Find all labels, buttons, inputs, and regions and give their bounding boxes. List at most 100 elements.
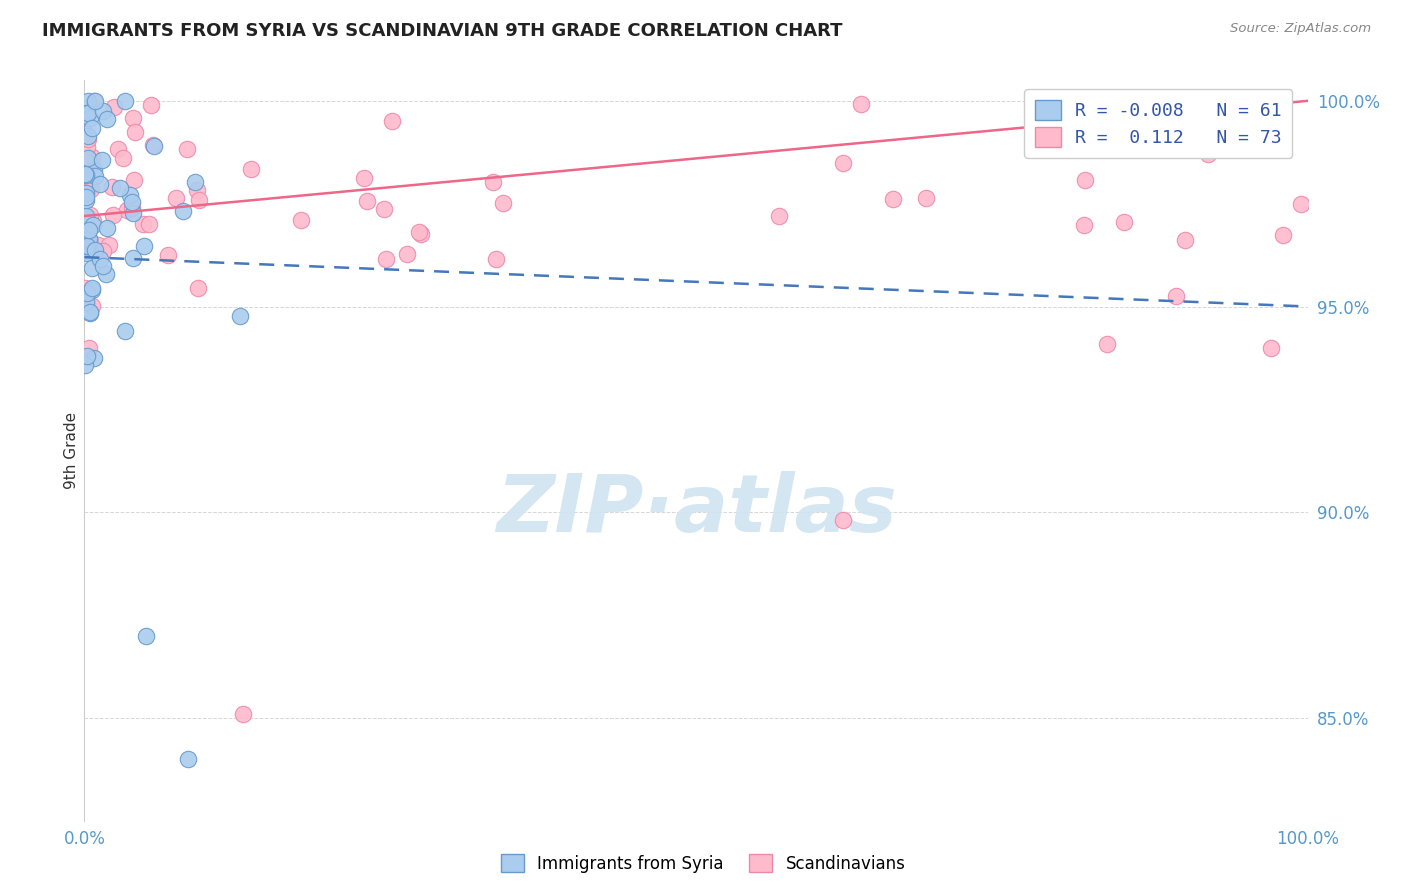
- Point: [76, 285, 98, 300]
- Point: [76, 168, 98, 182]
- Point: [1174, 233, 1197, 247]
- Point: [768, 209, 790, 223]
- Point: [831, 155, 853, 169]
- Text: IMMIGRANTS FROM SYRIA VS SCANDINAVIAN 9TH GRADE CORRELATION CHART: IMMIGRANTS FROM SYRIA VS SCANDINAVIAN 9T…: [42, 22, 842, 40]
- Point: [77, 128, 100, 143]
- Point: [77, 225, 100, 239]
- Point: [76, 238, 98, 252]
- Point: [111, 152, 134, 166]
- Point: [82, 214, 104, 228]
- Point: [77, 132, 100, 146]
- Point: [124, 125, 146, 139]
- Point: [77, 233, 100, 247]
- Point: [91, 260, 114, 274]
- Point: [76, 139, 98, 153]
- Point: [101, 208, 124, 222]
- Point: [187, 281, 209, 295]
- Point: [73, 167, 96, 181]
- Point: [142, 138, 165, 153]
- Point: [94, 267, 117, 281]
- Point: [915, 191, 938, 205]
- Point: [1291, 197, 1313, 211]
- Point: [79, 111, 101, 125]
- Point: [77, 94, 100, 108]
- Point: [1272, 227, 1295, 242]
- Point: [143, 139, 166, 153]
- Point: [183, 175, 205, 189]
- Point: [90, 153, 112, 167]
- Point: [75, 209, 97, 223]
- Point: [1097, 336, 1119, 351]
- Point: [411, 227, 433, 242]
- Point: [84, 243, 107, 257]
- Point: [76, 245, 98, 260]
- Point: [177, 752, 200, 766]
- Point: [75, 359, 97, 373]
- Point: [82, 218, 104, 232]
- Point: [76, 349, 98, 363]
- Point: [77, 181, 100, 195]
- Text: Source: ZipAtlas.com: Source: ZipAtlas.com: [1230, 22, 1371, 36]
- Point: [353, 171, 375, 186]
- Point: [849, 97, 872, 112]
- Point: [492, 195, 515, 210]
- Point: [79, 208, 101, 222]
- Point: [117, 202, 139, 217]
- Point: [122, 205, 145, 219]
- Point: [76, 226, 98, 240]
- Point: [1197, 147, 1219, 161]
- Point: [75, 189, 97, 203]
- Point: [79, 244, 101, 259]
- Point: [188, 194, 211, 208]
- Point: [100, 180, 122, 194]
- Point: [122, 111, 145, 125]
- Point: [77, 106, 100, 120]
- Point: [76, 168, 98, 182]
- Legend: R = -0.008   N = 61, R =  0.112   N = 73: R = -0.008 N = 61, R = 0.112 N = 73: [1025, 89, 1292, 158]
- Point: [114, 94, 136, 108]
- Point: [882, 192, 904, 206]
- Point: [135, 629, 157, 643]
- Point: [1236, 119, 1258, 133]
- Point: [118, 188, 141, 202]
- Point: [83, 94, 105, 108]
- Point: [121, 201, 143, 215]
- Point: [83, 162, 105, 177]
- Point: [356, 194, 378, 209]
- Point: [1073, 219, 1095, 233]
- Point: [79, 304, 101, 318]
- Point: [75, 295, 97, 310]
- Point: [1260, 341, 1282, 355]
- Point: [107, 142, 129, 156]
- Point: [87, 238, 110, 252]
- Point: [80, 121, 103, 136]
- Point: [75, 178, 97, 192]
- Point: [232, 706, 254, 721]
- Point: [80, 260, 103, 275]
- Point: [375, 252, 398, 267]
- Point: [229, 309, 252, 323]
- Point: [139, 97, 162, 112]
- Point: [138, 217, 160, 231]
- Point: [76, 239, 98, 253]
- Point: [79, 341, 101, 355]
- Legend: Immigrants from Syria, Scandinavians: Immigrants from Syria, Scandinavians: [494, 847, 912, 880]
- Point: [77, 231, 100, 245]
- Point: [157, 248, 180, 262]
- Point: [75, 127, 97, 141]
- Point: [80, 281, 103, 295]
- Point: [76, 151, 98, 165]
- Point: [84, 169, 107, 183]
- Y-axis label: 9th Grade: 9th Grade: [63, 412, 79, 489]
- Point: [124, 173, 146, 187]
- Point: [172, 203, 194, 218]
- Point: [83, 351, 105, 365]
- Point: [98, 238, 121, 252]
- Point: [75, 155, 97, 169]
- Point: [75, 186, 97, 201]
- Point: [395, 247, 418, 261]
- Point: [76, 295, 98, 310]
- Point: [121, 251, 143, 265]
- Point: [165, 191, 187, 205]
- Point: [75, 193, 97, 207]
